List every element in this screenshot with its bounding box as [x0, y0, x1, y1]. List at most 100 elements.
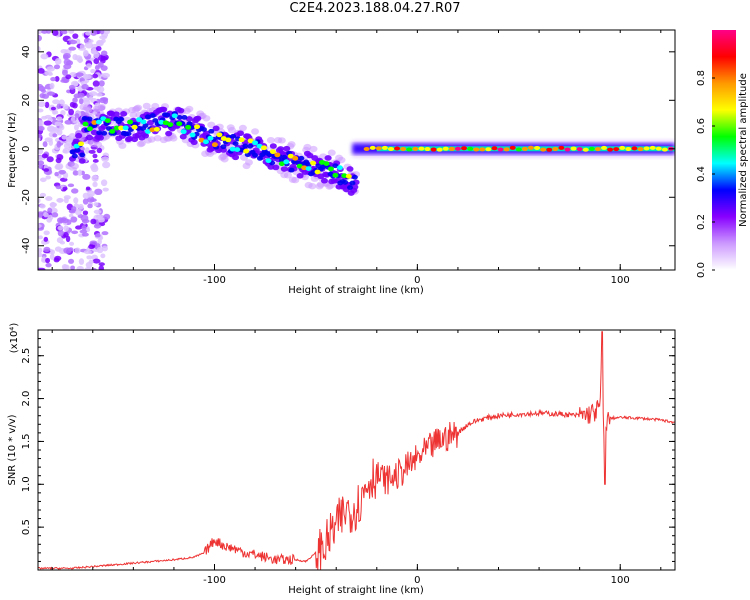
heatmap-right-peak — [497, 147, 504, 152]
heatmap-band-cell — [190, 139, 198, 146]
heatmap-noise-cell — [43, 211, 49, 218]
heatmap-band-cell — [236, 130, 244, 137]
heatmap-right-peak — [607, 147, 614, 152]
heatmap-noise-cell — [81, 219, 90, 224]
heatmap-y-tick-label: 0 — [21, 146, 32, 152]
heatmap-core-cell — [281, 154, 288, 160]
heatmap-y-tick-label: -20 — [21, 189, 32, 205]
heatmap-noise-cell — [102, 161, 111, 169]
heatmap-noise-cell — [72, 102, 78, 109]
heatmap-noise-cell — [54, 75, 60, 82]
snr-y-axis-label: SNR (10 * v/v) — [7, 414, 18, 485]
heatmap-noise-cell — [78, 98, 84, 105]
heatmap-halo-cell — [142, 102, 151, 110]
heatmap-noise-cell — [65, 74, 72, 80]
heatmap-noise-cell — [62, 52, 71, 59]
heatmap-noise-cell — [93, 209, 102, 214]
heatmap-noise-cell — [56, 103, 62, 109]
snr-x-axis-label: Height of straight line (km) — [288, 585, 424, 596]
heatmap-noise-cell — [44, 71, 53, 76]
heatmap-noise-cell — [38, 160, 45, 166]
heatmap-x-axis-label: Height of straight line (km) — [288, 285, 424, 296]
heatmap-y-tick-label: -40 — [21, 238, 32, 254]
heatmap-halo-cell — [227, 126, 236, 134]
heatmap-noise-cell — [47, 207, 53, 214]
heatmap-peak-cell — [278, 161, 285, 167]
heatmap-noise-cell — [72, 97, 78, 104]
heatmap-noise-cell — [90, 163, 98, 171]
heatmap-noise-cell — [55, 162, 64, 170]
heatmap-noise-cell — [98, 217, 105, 223]
heatmap-right-peak — [546, 147, 553, 152]
heatmap-noise-cell — [58, 169, 67, 175]
heatmap-band-cell — [78, 158, 86, 164]
heatmap-noise-cell — [49, 82, 55, 90]
heatmap-noise-cell — [38, 30, 43, 35]
heatmap-core-cell — [125, 131, 132, 137]
heatmap-peak-cell — [207, 135, 214, 141]
heatmap-band-cell — [212, 125, 220, 132]
heatmap-noise-cell — [62, 231, 69, 238]
heatmap-peak-cell — [91, 120, 98, 125]
heatmap-noise-cell — [100, 179, 108, 187]
heatmap-noise-cell — [38, 223, 42, 229]
heatmap-peak-cell — [140, 119, 147, 125]
heatmap-band-cell — [160, 106, 168, 113]
heatmap-peak-cell — [131, 124, 138, 130]
heatmap-core-cell — [142, 123, 149, 128]
heatmap-band-cell — [232, 154, 240, 161]
heatmap-core-cell — [200, 127, 207, 132]
heatmap-halo-cell — [309, 145, 318, 153]
heatmap-noise-cell — [54, 171, 59, 177]
heatmap-right-peak — [442, 146, 449, 151]
heatmap-noise-cell — [92, 258, 101, 264]
heatmap-core-cell — [208, 128, 215, 134]
heatmap-peak-cell — [345, 173, 352, 179]
heatmap-peak-cell — [247, 138, 254, 144]
heatmap-halo-cell — [207, 121, 216, 129]
heatmap-peak-cell — [229, 146, 236, 152]
heatmap-noise-cell — [38, 267, 46, 270]
heatmap-noise-cell — [72, 81, 79, 87]
heatmap-right-peak — [369, 145, 376, 150]
heatmap-band-cell — [120, 111, 128, 117]
heatmap-core-cell — [86, 116, 93, 122]
heatmap-halo-cell — [97, 103, 106, 111]
heatmap-peak-cell — [136, 117, 143, 123]
heatmap-noise-cell — [98, 80, 105, 87]
heatmap-noise-cell — [38, 101, 46, 108]
heatmap-core-cell — [351, 174, 358, 180]
heatmap-peak-cell — [287, 153, 294, 159]
heatmap-y-ticks: -40 -20 0 20 40 — [21, 45, 675, 254]
heatmap-band-cell — [86, 134, 94, 141]
heatmap-noise-cell — [83, 73, 89, 80]
heatmap-peak-cell — [122, 125, 129, 131]
heatmap-noise-cell — [74, 124, 79, 131]
colorbar-tick-label: 0.6 — [696, 118, 707, 134]
heatmap-noise-cell — [88, 96, 94, 101]
heatmap-noise-cell — [85, 31, 92, 36]
heatmap-noise-cell — [85, 63, 92, 69]
heatmap-peak-cell — [323, 161, 330, 167]
heatmap-noise-cell — [100, 56, 109, 61]
heatmap-noise-cell — [46, 91, 56, 96]
heatmap-noise-cell — [53, 64, 61, 70]
heatmap-noise-cell — [68, 39, 78, 45]
heatmap-noise-cell — [60, 49, 68, 54]
heatmap-noise-cell — [96, 147, 103, 154]
heatmap-noise-cell — [90, 50, 97, 54]
heatmap-peak-cell — [225, 137, 232, 143]
heatmap-noise-cell — [68, 213, 74, 218]
heatmap-noise-cell — [50, 249, 56, 255]
heatmap-band-cell — [351, 184, 359, 190]
colorbar-tick-label: 0.8 — [696, 70, 707, 86]
heatmap-right-peak — [430, 147, 437, 152]
heatmap-halo-cell — [244, 159, 253, 166]
heatmap-peak-cell — [332, 172, 339, 178]
heatmap-noise-cell — [96, 246, 104, 254]
heatmap-core-cell — [81, 116, 88, 121]
heatmap-noise-cell — [83, 250, 92, 255]
heatmap-y-tick-label: 40 — [21, 45, 32, 58]
heatmap-peak-cell — [180, 129, 187, 135]
heatmap-peak-cell — [283, 159, 290, 165]
